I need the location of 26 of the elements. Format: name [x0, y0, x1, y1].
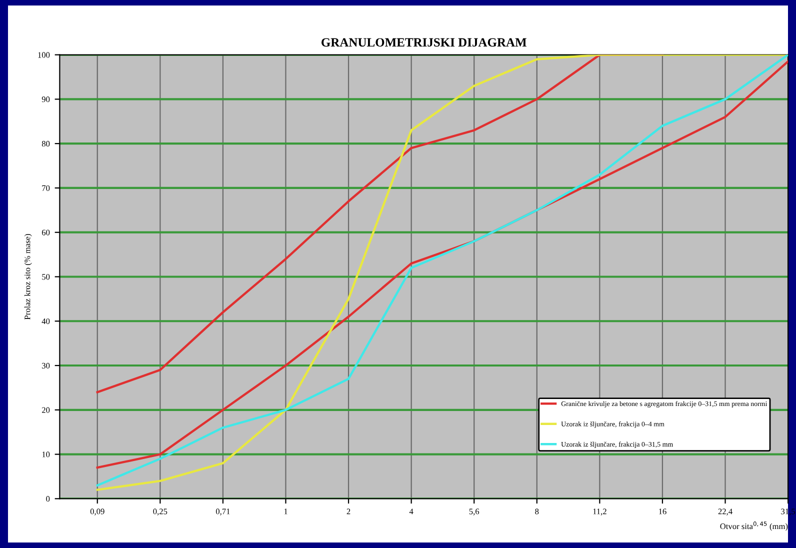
y-tick-label: 30	[42, 362, 50, 368]
x-tick-label: 5,6	[469, 508, 480, 516]
x-tick-label: 11,2	[593, 508, 606, 516]
x-tick-label: 16	[659, 508, 666, 514]
y-tick-label: 90	[42, 96, 50, 102]
x-axis-title: Otvor sita$^{0,45}$ (mm)	[720, 522, 788, 531]
x-tick-label: 4	[409, 508, 414, 514]
x-tick-label: 0,71	[216, 508, 230, 516]
x-tick-label: 2	[346, 508, 350, 514]
y-tick-label: 60	[42, 230, 50, 236]
y-tick-label: 10	[42, 452, 50, 458]
chart-title: GRANULOMETRIJSKI DIJAGRAM	[322, 38, 526, 47]
y-tick-label: 50	[42, 274, 50, 280]
x-tick-label: 31,5	[781, 508, 796, 516]
x-tick-label: 0,09	[90, 508, 104, 516]
x-tick-label: 0,25	[153, 508, 168, 516]
x-tick-label: 1	[284, 508, 288, 514]
y-tick-label: 80	[42, 140, 50, 147]
y-tick-label: 0	[46, 496, 50, 502]
y-tick-label: 20	[42, 407, 50, 413]
y-tick-label: 70	[42, 185, 50, 191]
y-axis-title: Prolaz kroz sito (% mase)	[24, 234, 32, 320]
x-tick-label: 8	[535, 508, 539, 514]
y-tick-label: 100	[38, 52, 50, 58]
x-tick-label: 22,4	[718, 508, 732, 516]
y-tick-label: 40	[42, 318, 50, 324]
